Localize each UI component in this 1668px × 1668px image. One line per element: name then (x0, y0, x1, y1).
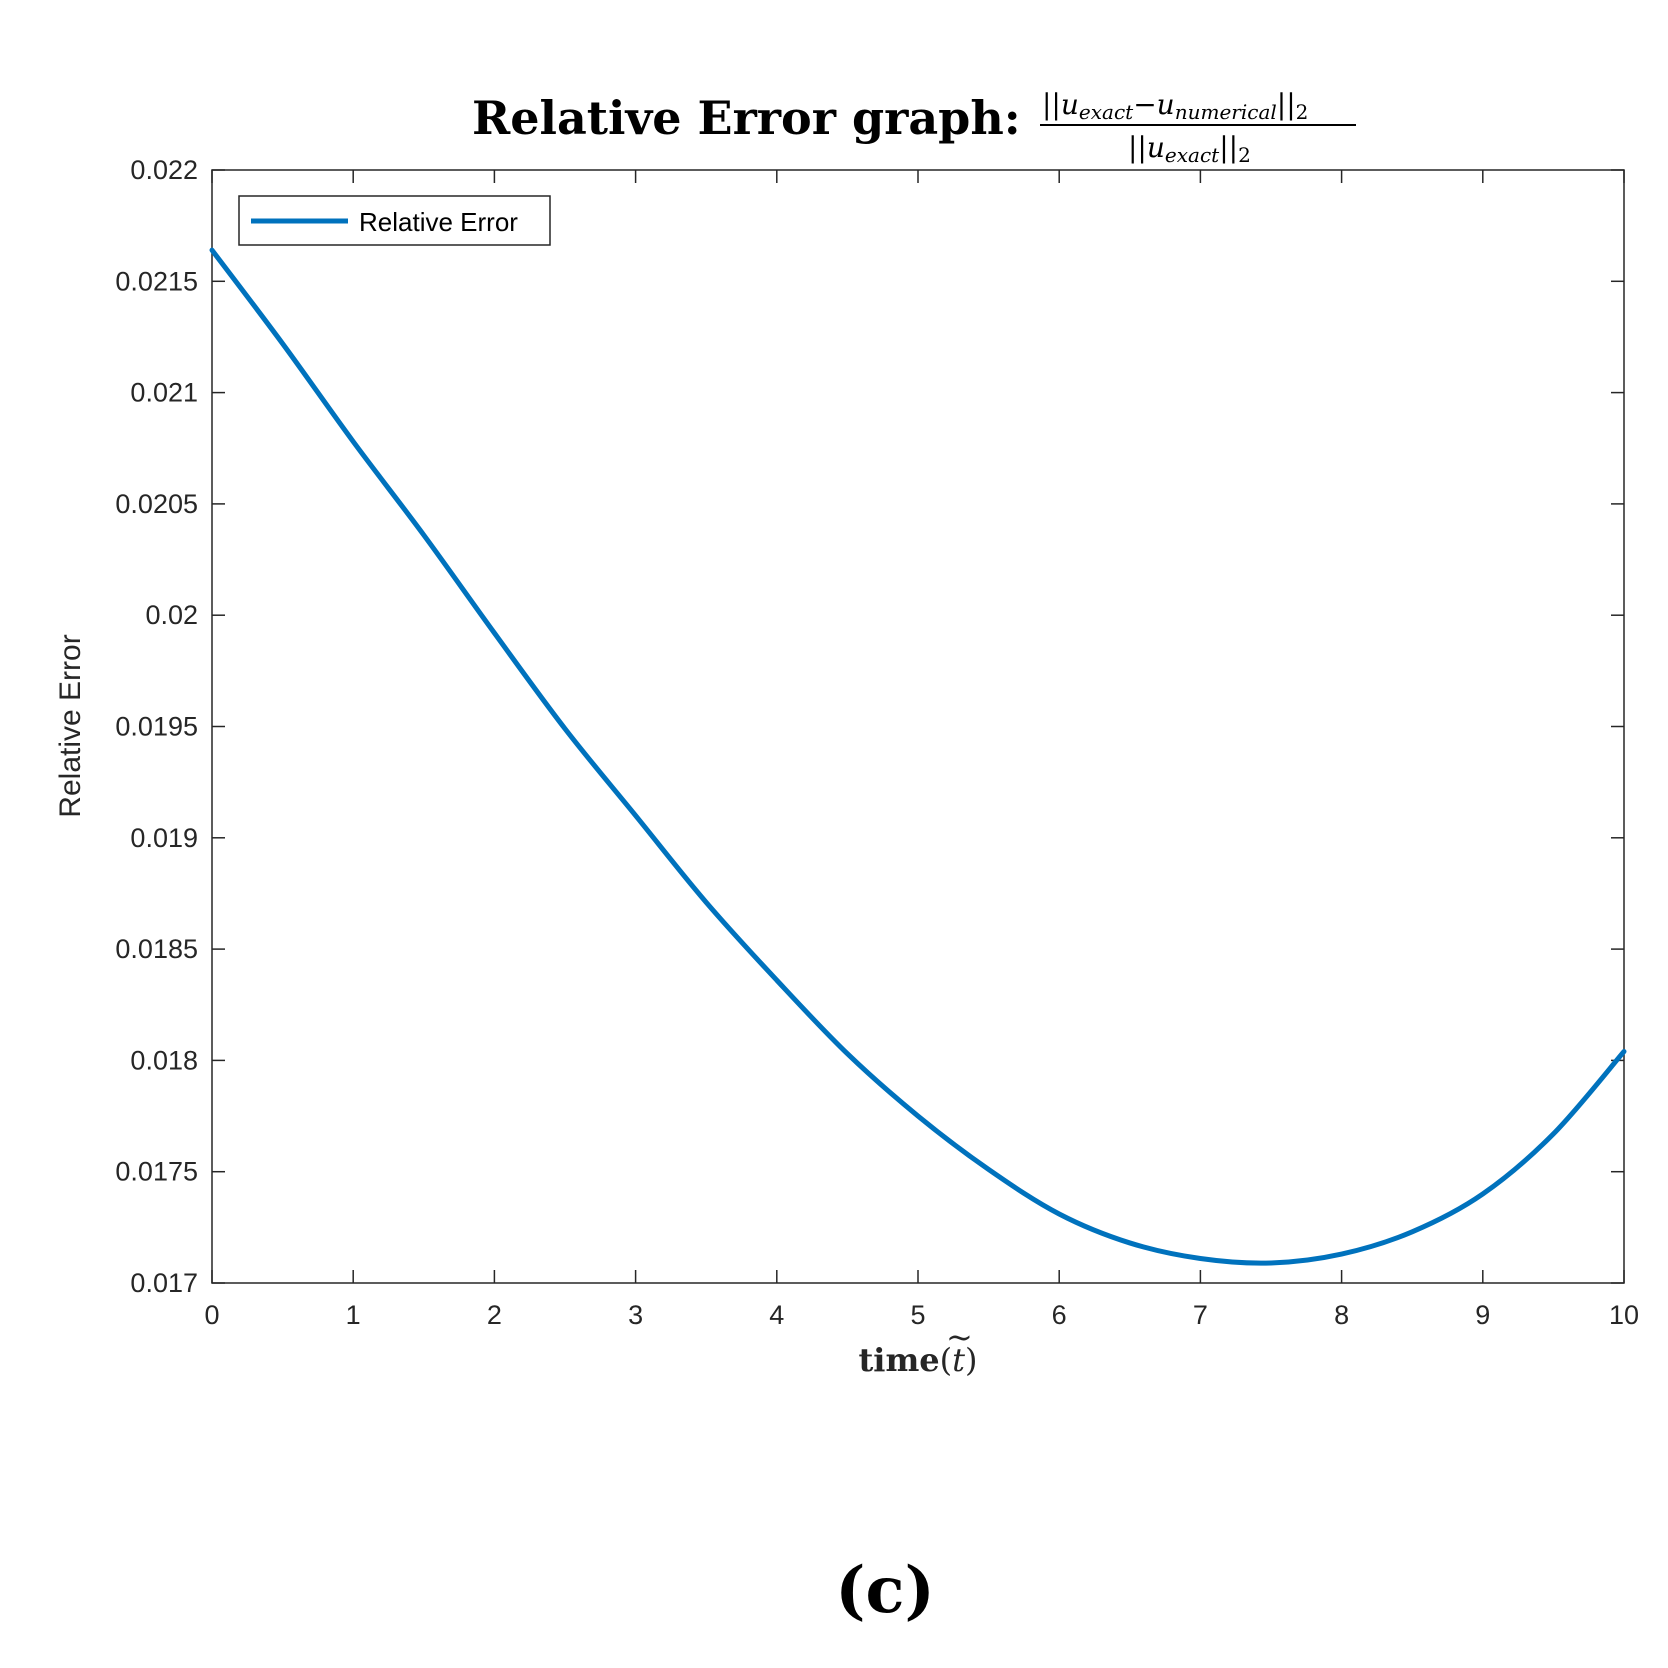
legend-label: Relative Error (359, 207, 518, 237)
x-tick-label: 1 (346, 1300, 361, 1330)
y-tick-label: 0.022 (130, 155, 198, 185)
y-tick-label: 0.021 (130, 378, 198, 408)
x-tick-label: 2 (487, 1300, 502, 1330)
x-axis-label-text: time(t) (859, 1341, 978, 1379)
y-tick-label: 0.0205 (115, 489, 198, 519)
y-tick-label: 0.0175 (115, 1157, 198, 1187)
x-tick-label: 6 (1052, 1300, 1067, 1330)
y-tick-label: 0.0185 (115, 934, 198, 964)
x-tick-label: 10 (1609, 1300, 1639, 1330)
title-numerator: ||uexact−unumerical||2 (1042, 88, 1308, 124)
y-tick-label: 0.018 (130, 1045, 198, 1075)
x-tick-label: 7 (1193, 1300, 1208, 1330)
axis-tick-labels: 0 1 2 3 4 5 6 7 8 9 10 0.017 0.0175 0.018 0.0185 0.019 0… (115, 155, 1639, 1330)
series-line-relative-error (209, 247, 1627, 1266)
x-tick-label: 3 (628, 1300, 643, 1330)
y-tick-label: 0.02 (145, 600, 198, 630)
x-tick-label: 5 (910, 1300, 925, 1330)
x-tick-label: 0 (204, 1300, 219, 1330)
axis-ticks (211, 169, 1625, 1284)
y-tick-label: 0.0195 (115, 712, 198, 742)
chart-title: Relative Error graph: ||uexact−unumerica… (472, 88, 1356, 167)
x-tick-label: 8 (1334, 1300, 1349, 1330)
title-prefix: Relative Error graph: (472, 91, 1021, 145)
legend: Relative Error (238, 195, 551, 246)
x-axis-label: time(t) ~ (859, 1318, 978, 1379)
y-tick-label: 0.019 (130, 823, 198, 853)
title-denominator: ||uexact||2 (1128, 131, 1251, 167)
y-tick-label: 0.017 (130, 1268, 198, 1298)
panel-label: (c) (835, 1553, 935, 1628)
y-axis-label: Relative Error (54, 634, 87, 817)
x-axis-label-tilde: ~ (946, 1318, 973, 1356)
x-tick-label: 4 (769, 1300, 784, 1330)
y-tick-label: 0.0215 (115, 266, 198, 296)
x-tick-label: 9 (1475, 1300, 1490, 1330)
